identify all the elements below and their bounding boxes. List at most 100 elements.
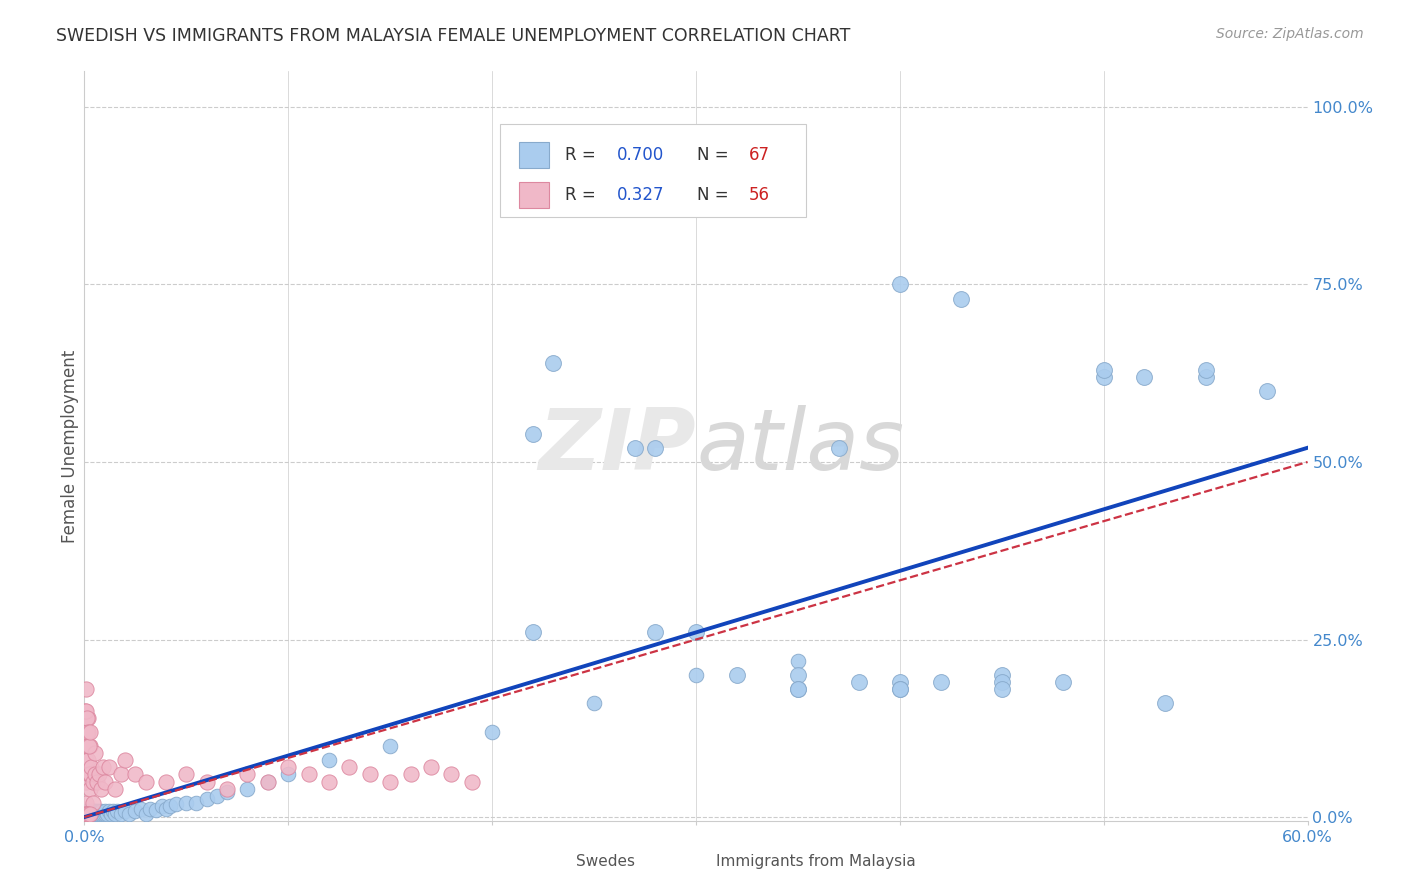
Text: Swedes: Swedes: [576, 855, 636, 870]
Point: [165, 797, 187, 812]
Point: [90, 806, 112, 821]
Point: [83, 746, 105, 760]
Point: [110, 806, 132, 821]
Point: [80, 805, 103, 819]
Point: [93, 806, 115, 821]
Point: [131, 801, 153, 815]
Point: [787, 682, 810, 697]
Point: [76, 724, 98, 739]
Text: SWEDISH VS IMMIGRANTS FROM MALAYSIA FEMALE UNEMPLOYMENT CORRELATION CHART: SWEDISH VS IMMIGRANTS FROM MALAYSIA FEMA…: [56, 27, 851, 45]
Point: [87, 805, 110, 819]
Point: [950, 292, 973, 306]
Point: [339, 760, 361, 774]
Text: ZIP: ZIP: [538, 404, 696, 488]
Point: [114, 805, 136, 819]
Text: N =: N =: [697, 186, 734, 203]
Point: [155, 801, 177, 815]
Point: [124, 805, 146, 819]
Point: [787, 654, 810, 668]
Point: [79, 767, 101, 781]
Point: [79, 806, 101, 821]
Point: [277, 767, 299, 781]
Point: [440, 767, 463, 781]
Point: [644, 441, 666, 455]
Text: Immigrants from Malaysia: Immigrants from Malaysia: [716, 855, 915, 870]
Point: [257, 774, 280, 789]
Point: [75, 753, 97, 767]
Point: [76, 806, 98, 821]
Point: [97, 760, 120, 774]
Point: [848, 675, 870, 690]
Point: [236, 767, 259, 781]
Point: [76, 805, 98, 819]
Point: [77, 805, 100, 819]
Point: [77, 806, 100, 821]
Point: [318, 774, 340, 789]
Point: [135, 806, 157, 821]
Point: [186, 796, 208, 810]
Point: [359, 767, 381, 781]
Point: [257, 774, 280, 789]
Point: [91, 806, 114, 821]
Point: [76, 806, 98, 821]
Point: [77, 711, 100, 725]
Point: [929, 675, 952, 690]
Point: [75, 806, 97, 821]
Point: [174, 796, 197, 810]
Point: [76, 711, 98, 725]
Point: [82, 796, 104, 810]
Point: [82, 806, 104, 821]
Point: [1133, 369, 1156, 384]
Point: [145, 803, 167, 817]
Point: [79, 739, 101, 753]
Point: [420, 760, 443, 774]
Point: [79, 739, 101, 753]
Point: [84, 806, 107, 821]
Point: [90, 805, 112, 819]
Point: [75, 806, 97, 821]
Point: [624, 441, 647, 455]
Point: [380, 774, 402, 789]
Point: [135, 774, 157, 789]
Point: [79, 805, 101, 819]
Point: [82, 805, 104, 819]
Point: [298, 767, 321, 781]
Point: [83, 767, 105, 781]
FancyBboxPatch shape: [501, 124, 806, 218]
Point: [76, 806, 98, 821]
Point: [787, 668, 810, 682]
Point: [79, 781, 101, 796]
Point: [685, 668, 707, 682]
Point: [105, 805, 128, 819]
Point: [83, 805, 105, 819]
Point: [101, 805, 124, 819]
Text: R =: R =: [565, 186, 602, 203]
Text: 56: 56: [748, 186, 769, 203]
Point: [277, 760, 299, 774]
Point: [583, 697, 606, 711]
Point: [889, 277, 911, 292]
Point: [828, 441, 851, 455]
Point: [83, 806, 105, 821]
Text: 0.700: 0.700: [616, 146, 664, 164]
Text: 0.327: 0.327: [616, 186, 664, 203]
Point: [75, 806, 97, 821]
Point: [93, 805, 115, 819]
Point: [93, 774, 115, 789]
Point: [110, 767, 132, 781]
Point: [77, 806, 100, 821]
Point: [87, 767, 110, 781]
Point: [104, 781, 127, 796]
Point: [86, 805, 108, 819]
Point: [83, 805, 105, 819]
Point: [77, 753, 100, 767]
Text: atlas: atlas: [696, 404, 904, 488]
Point: [481, 724, 503, 739]
Point: [96, 806, 118, 821]
Point: [97, 805, 120, 819]
Point: [1154, 697, 1177, 711]
Point: [195, 774, 218, 789]
Point: [318, 753, 340, 767]
Point: [79, 806, 101, 821]
FancyBboxPatch shape: [543, 853, 569, 871]
